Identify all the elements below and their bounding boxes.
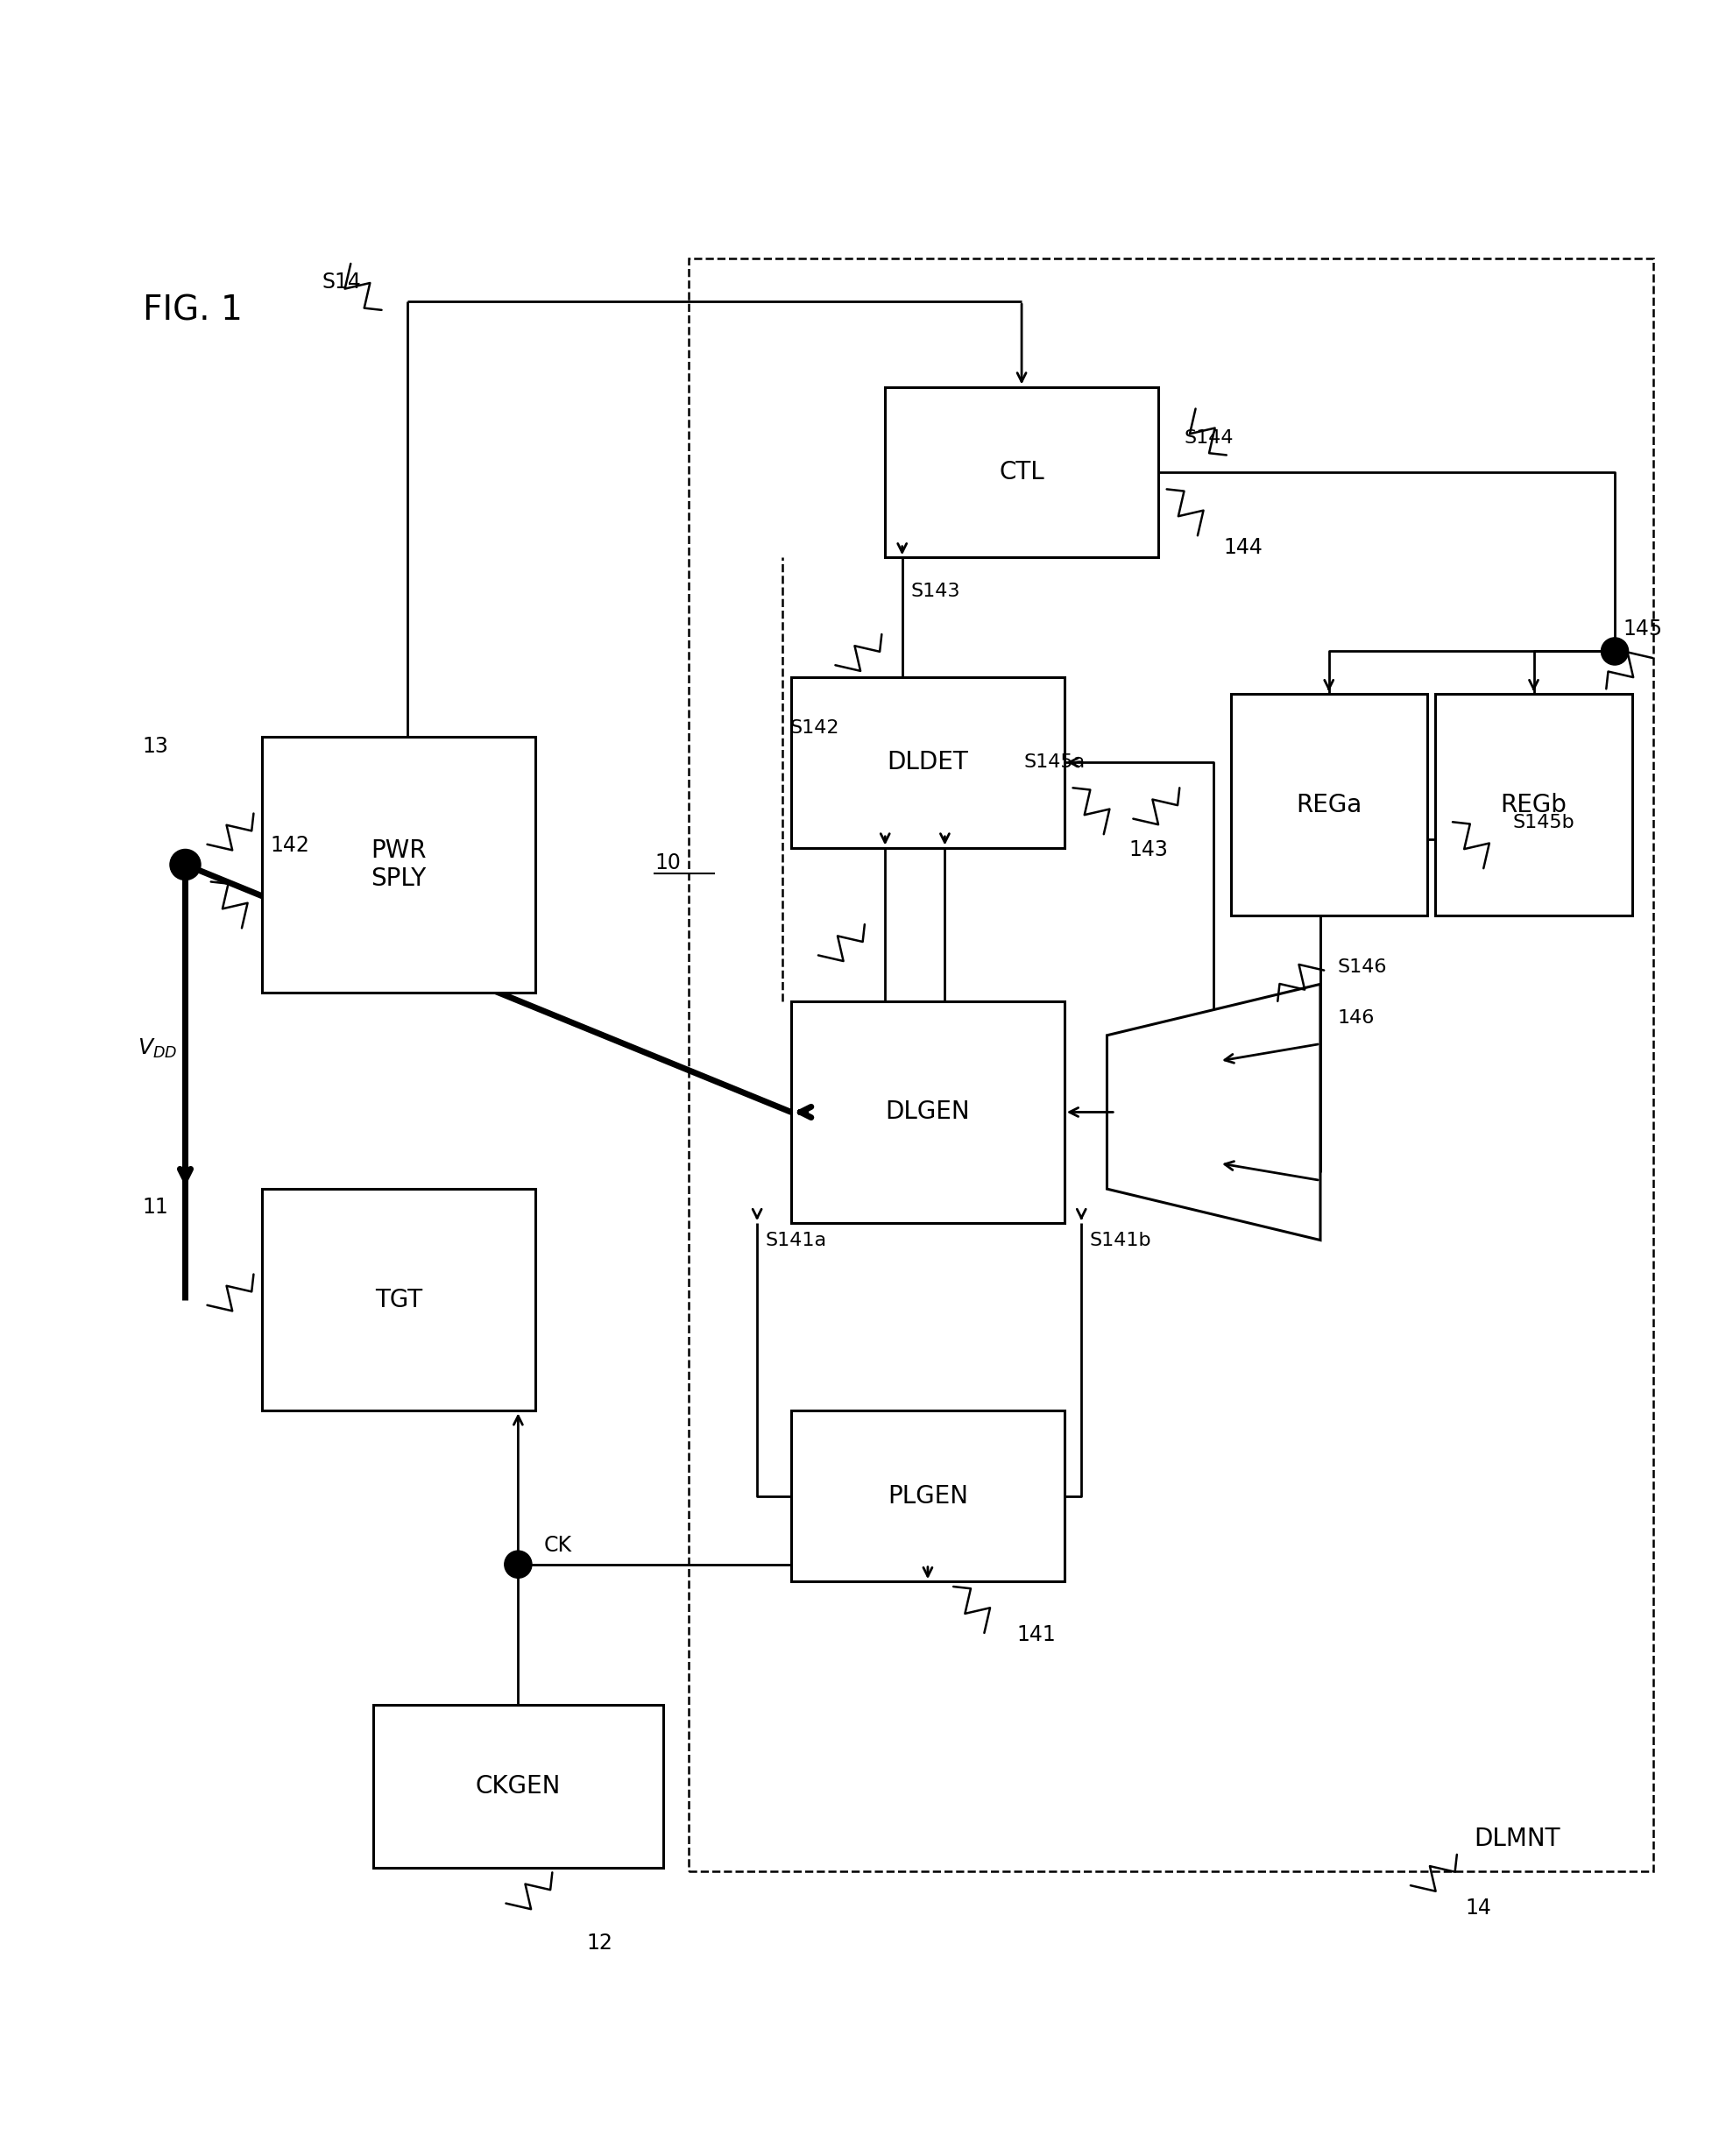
Text: 10: 10 (655, 852, 681, 873)
Text: 144: 144 (1222, 537, 1262, 558)
Text: FIG. 1: FIG. 1 (143, 293, 242, 328)
Bar (885, 386, 1159, 558)
Text: CTL: CTL (999, 459, 1045, 485)
Bar (791, 677, 1064, 847)
Text: 142: 142 (270, 834, 309, 856)
Text: PLGEN: PLGEN (887, 1483, 968, 1509)
Text: $V_{DD}$: $V_{DD}$ (138, 1037, 177, 1059)
Text: S145b: S145b (1513, 813, 1575, 830)
Text: 143: 143 (1129, 839, 1169, 860)
Text: REGa: REGa (1296, 793, 1361, 817)
Text: S141a: S141a (765, 1231, 827, 1248)
Text: S142: S142 (789, 720, 839, 737)
Text: 11: 11 (143, 1197, 168, 1218)
Text: REGb: REGb (1501, 793, 1568, 817)
Text: PWR
SPLY: PWR SPLY (371, 839, 426, 890)
Circle shape (1600, 638, 1628, 664)
Text: S146: S146 (1337, 957, 1387, 977)
Bar (1231, 694, 1427, 916)
Circle shape (170, 849, 201, 880)
Text: 12: 12 (586, 1932, 612, 1953)
Text: DLMNT: DLMNT (1473, 1826, 1561, 1852)
Bar (791, 1000, 1064, 1222)
Circle shape (504, 1550, 531, 1578)
Bar (261, 1188, 535, 1410)
Text: S141b: S141b (1090, 1231, 1152, 1248)
Text: 141: 141 (1016, 1623, 1055, 1645)
Bar (689, 259, 1654, 1871)
Text: 13: 13 (143, 735, 168, 757)
Bar (261, 737, 535, 992)
Text: 145: 145 (1623, 619, 1662, 640)
Text: S14: S14 (321, 272, 361, 293)
Bar (373, 1705, 664, 1867)
Polygon shape (1107, 983, 1320, 1240)
Text: TGT: TGT (375, 1287, 423, 1313)
Text: DLDET: DLDET (887, 750, 968, 774)
Text: 14: 14 (1465, 1897, 1492, 1919)
Text: S145a: S145a (1025, 752, 1086, 772)
Bar (791, 1410, 1064, 1583)
Text: DLGEN: DLGEN (885, 1100, 970, 1125)
Bar (1435, 694, 1631, 916)
Text: S144: S144 (1184, 429, 1233, 446)
Text: CKGEN: CKGEN (476, 1774, 560, 1798)
Text: CK: CK (543, 1535, 572, 1557)
Text: 146: 146 (1337, 1009, 1375, 1026)
Text: S143: S143 (911, 582, 961, 599)
